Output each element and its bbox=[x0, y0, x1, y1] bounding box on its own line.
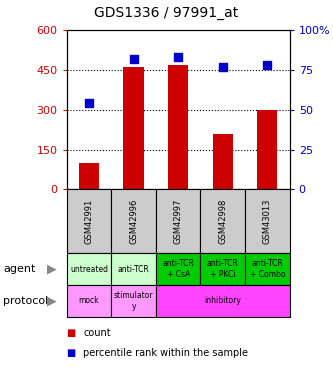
Text: percentile rank within the sample: percentile rank within the sample bbox=[83, 348, 248, 358]
Point bbox=[220, 64, 225, 70]
Bar bbox=[245, 189, 290, 253]
Bar bbox=[257, 110, 277, 189]
Bar bbox=[156, 253, 200, 285]
Bar bbox=[79, 163, 99, 189]
Text: GSM42998: GSM42998 bbox=[218, 199, 227, 244]
Bar bbox=[124, 67, 144, 189]
Bar bbox=[156, 189, 200, 253]
Text: anti-TCR
+ PKCi: anti-TCR + PKCi bbox=[207, 260, 239, 279]
Text: mock: mock bbox=[79, 296, 99, 305]
Bar bbox=[67, 285, 111, 317]
Text: GDS1336 / 97991_at: GDS1336 / 97991_at bbox=[94, 6, 239, 20]
Bar bbox=[168, 64, 188, 189]
Point bbox=[86, 100, 92, 106]
Bar bbox=[111, 253, 156, 285]
Text: untreated: untreated bbox=[70, 265, 108, 274]
Text: inhibitory: inhibitory bbox=[204, 296, 241, 305]
Text: anti-TCR
+ Combo: anti-TCR + Combo bbox=[250, 260, 285, 279]
Bar bbox=[200, 253, 245, 285]
Bar bbox=[213, 134, 233, 189]
Bar bbox=[67, 253, 111, 285]
Point bbox=[265, 62, 270, 68]
Text: protocol: protocol bbox=[3, 296, 49, 306]
Text: GSM42997: GSM42997 bbox=[173, 199, 183, 244]
Text: ▶: ▶ bbox=[47, 262, 56, 276]
Text: GSM42991: GSM42991 bbox=[84, 199, 94, 244]
Bar bbox=[245, 253, 290, 285]
Bar bbox=[200, 189, 245, 253]
Text: ▶: ▶ bbox=[47, 294, 56, 307]
Text: count: count bbox=[83, 328, 111, 338]
Text: ■: ■ bbox=[67, 348, 76, 358]
Point bbox=[175, 54, 181, 60]
Bar bbox=[111, 189, 156, 253]
Text: anti-TCR: anti-TCR bbox=[118, 265, 150, 274]
Bar bbox=[111, 285, 156, 317]
Bar bbox=[156, 285, 290, 317]
Text: GSM43013: GSM43013 bbox=[263, 198, 272, 244]
Point bbox=[131, 56, 136, 62]
Text: anti-TCR
+ CsA: anti-TCR + CsA bbox=[162, 260, 194, 279]
Text: stimulator
y: stimulator y bbox=[114, 291, 153, 310]
Text: GSM42996: GSM42996 bbox=[129, 199, 138, 244]
Text: ■: ■ bbox=[67, 328, 76, 338]
Bar bbox=[67, 189, 111, 253]
Text: agent: agent bbox=[3, 264, 36, 274]
